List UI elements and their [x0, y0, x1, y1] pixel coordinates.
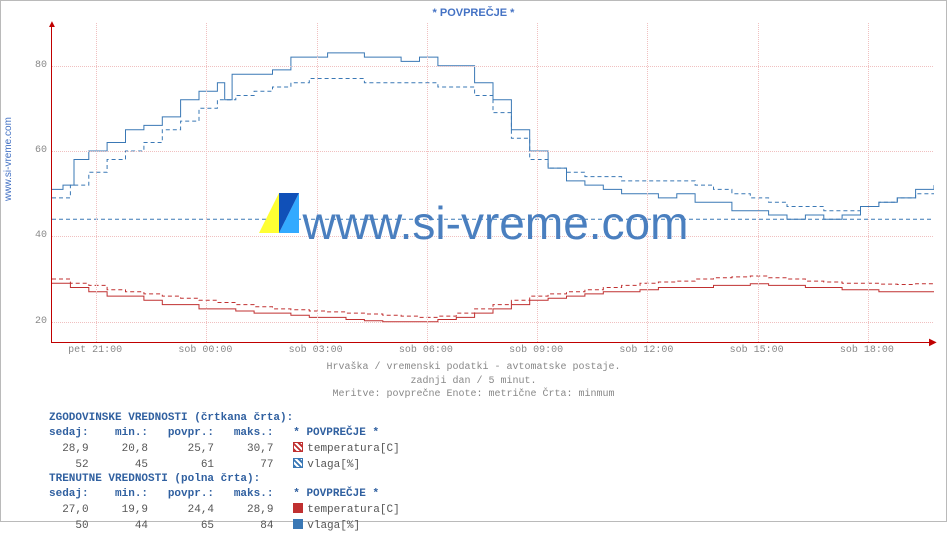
legend-swatch-icon [293, 519, 303, 529]
table-row: 28,9 20,8 25,7 30,7 temperatura[C] [49, 441, 400, 457]
x-tick-label: sob 12:00 [619, 345, 673, 356]
x-tick-label: sob 06:00 [399, 345, 453, 356]
y-tick-label: 60 [31, 145, 47, 156]
table-row: 27,0 19,9 24,4 28,9 temperatura[C] [49, 502, 400, 518]
series-vlaga_current [52, 53, 934, 219]
plot-area [51, 23, 933, 343]
x-tick-label: sob 09:00 [509, 345, 563, 356]
legend-swatch-icon [293, 442, 303, 452]
chart-svg [52, 23, 934, 343]
x-tick-label: sob 15:00 [730, 345, 784, 356]
table-header-current: sedaj: min.: povpr.: maks.: * POVPREČJE … [49, 487, 400, 502]
series-temp_current [52, 283, 934, 321]
y-tick-label: 20 [31, 316, 47, 327]
x-tick-label: sob 00:00 [178, 345, 232, 356]
x-tick-label: pet 21:00 [68, 345, 122, 356]
table-title-historic: ZGODOVINSKE VREDNOSTI (črtkana črta): [49, 411, 400, 426]
table-row: 52 45 61 77 vlaga[%] [49, 457, 400, 473]
chart-title: * POVPREČJE * [1, 7, 946, 19]
y-axis-label: www.si-vreme.com [3, 117, 14, 201]
y-tick-label: 80 [31, 60, 47, 71]
y-tick-label: 40 [31, 230, 47, 241]
table-title-current: TRENUTNE VREDNOSTI (polna črta): [49, 472, 400, 487]
chart-caption: Hrvaška / vremenski podatki - avtomatske… [1, 361, 946, 402]
table-row: 50 44 65 84 vlaga[%] [49, 518, 400, 534]
stats-tables: ZGODOVINSKE VREDNOSTI (črtkana črta):sed… [49, 411, 400, 534]
x-tick-label: sob 18:00 [840, 345, 894, 356]
x-tick-label: sob 03:00 [289, 345, 343, 356]
table-header-historic: sedaj: min.: povpr.: maks.: * POVPREČJE … [49, 426, 400, 441]
legend-swatch-icon [293, 458, 303, 468]
legend-swatch-icon [293, 503, 303, 513]
